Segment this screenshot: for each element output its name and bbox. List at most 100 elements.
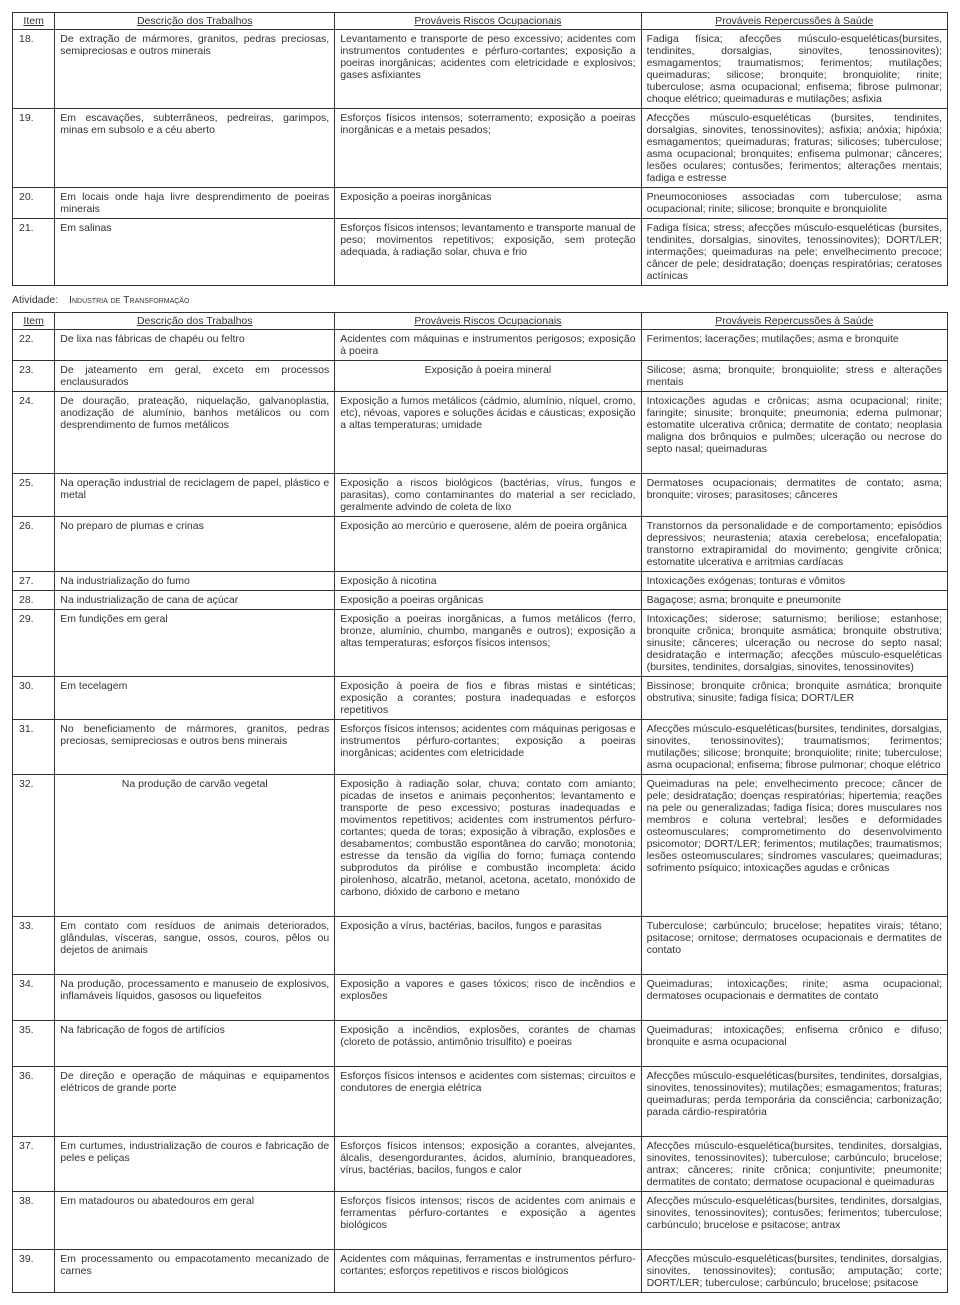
item-number: 32.	[13, 775, 55, 917]
work-description: Na produção, processamento e manuseio de…	[55, 975, 335, 1021]
table-row: 37.Em curtumes, industrialização de cour…	[13, 1137, 948, 1192]
table-row: 31.No beneficiamento de mármores, granit…	[13, 720, 948, 775]
health-repercussions: Fadiga física; afecções músculo-esquelét…	[641, 30, 947, 109]
item-number: 35.	[13, 1021, 55, 1067]
work-description: Em processamento ou empacotamento mecani…	[55, 1250, 335, 1293]
table-row: 25.Na operação industrial de reciclagem …	[13, 474, 948, 517]
table-row: 19.Em escavações, subterrâneos, pedreira…	[13, 109, 948, 188]
occupational-risks: Esforços físicos intensos; riscos de aci…	[335, 1192, 641, 1250]
table-row: 39.Em processamento ou empacotamento mec…	[13, 1250, 948, 1293]
work-description: Em locais onde haja livre desprendimento…	[55, 188, 335, 219]
table-row: 24.De douração, prateação, niquelação, g…	[13, 392, 948, 474]
occupational-risks: Esforços físicos intensos; exposição a c…	[335, 1137, 641, 1192]
header-descricao: Descrição dos Trabalhos	[55, 313, 335, 330]
item-number: 22.	[13, 330, 55, 361]
item-number: 37.	[13, 1137, 55, 1192]
health-repercussions: Queimaduras; intoxicações; rinite; asma …	[641, 975, 947, 1021]
work-description: Em fundições em geral	[55, 610, 335, 677]
health-repercussions: Ferimentos; lacerações; mutilações; asma…	[641, 330, 947, 361]
work-description: Em escavações, subterrâneos, pedreiras, …	[55, 109, 335, 188]
work-description: De jateamento em geral, exceto em proces…	[55, 361, 335, 392]
health-repercussions: Transtornos da personalidade e de compor…	[641, 517, 947, 572]
occupational-risks: Exposição à poeira mineral	[335, 361, 641, 392]
work-description: Em tecelagem	[55, 677, 335, 720]
item-number: 19.	[13, 109, 55, 188]
health-repercussions: Afecções músculo-esqueléticas(bursites, …	[641, 720, 947, 775]
occupational-risks: Exposição ao mercúrio e querosene, além …	[335, 517, 641, 572]
health-repercussions: Intoxicações exógenas; tonturas e vômito…	[641, 572, 947, 591]
health-repercussions: Afecções músculo-esqueléticas(bursites, …	[641, 1250, 947, 1293]
work-description: De extração de mármores, granitos, pedra…	[55, 30, 335, 109]
activity-section: Atividade: Indústria de Transformação	[12, 294, 948, 306]
occupational-risks: Esforços físicos intensos; levantamento …	[335, 219, 641, 286]
work-description: Em curtumes, industrialização de couros …	[55, 1137, 335, 1192]
table-row: 28.Na industrialização de cana de açúcar…	[13, 591, 948, 610]
item-number: 26.	[13, 517, 55, 572]
health-repercussions: Bagaçose; asma; bronquite e pneumonite	[641, 591, 947, 610]
health-repercussions: Afecções músculo-esqueléticas(bursites, …	[641, 1192, 947, 1250]
occupational-risks-table-1: Item Descrição dos Trabalhos Prováveis R…	[12, 12, 948, 286]
item-number: 24.	[13, 392, 55, 474]
occupational-risks: Exposição a vírus, bactérias, bacilos, f…	[335, 917, 641, 975]
item-number: 33.	[13, 917, 55, 975]
item-number: 20.	[13, 188, 55, 219]
occupational-risks: Exposição a poeiras orgânicas	[335, 591, 641, 610]
work-description: Na industrialização do fumo	[55, 572, 335, 591]
occupational-risks: Exposição a poeiras inorgânicas, a fumos…	[335, 610, 641, 677]
header-saude: Prováveis Repercussões à Saúde	[641, 13, 947, 30]
table-row: 29.Em fundições em geralExposição a poei…	[13, 610, 948, 677]
item-number: 30.	[13, 677, 55, 720]
occupational-risks-table-2: Item Descrição dos Trabalhos Prováveis R…	[12, 312, 948, 1293]
table-row: 30.Em tecelagemExposição à poeira de fio…	[13, 677, 948, 720]
occupational-risks: Exposição a incêndios, explosões, corant…	[335, 1021, 641, 1067]
table-row: 36.De direção e operação de máquinas e e…	[13, 1067, 948, 1137]
health-repercussions: Fadiga física; stress; afecções músculo-…	[641, 219, 947, 286]
table-row: 18.De extração de mármores, granitos, pe…	[13, 30, 948, 109]
occupational-risks: Exposição à nicotina	[335, 572, 641, 591]
work-description: Na fabricação de fogos de artifícios	[55, 1021, 335, 1067]
work-description: De direção e operação de máquinas e equi…	[55, 1067, 335, 1137]
health-repercussions: Intoxicações agudas e crônicas; asma ocu…	[641, 392, 947, 474]
table-row: 33.Em contato com resíduos de animais de…	[13, 917, 948, 975]
health-repercussions: Bissinose; bronquite crônica; bronquite …	[641, 677, 947, 720]
health-repercussions: Pneumoconioses associadas com tuberculos…	[641, 188, 947, 219]
item-number: 31.	[13, 720, 55, 775]
table-row: 23.De jateamento em geral, exceto em pro…	[13, 361, 948, 392]
table-row: 20.Em locais onde haja livre desprendime…	[13, 188, 948, 219]
header-riscos: Prováveis Riscos Ocupacionais	[335, 313, 641, 330]
occupational-risks: Exposição a poeiras inorgânicas	[335, 188, 641, 219]
item-number: 38.	[13, 1192, 55, 1250]
table-row: 32.Na produção de carvão vegetalExposiçã…	[13, 775, 948, 917]
health-repercussions: Queimaduras na pele; envelhecimento prec…	[641, 775, 947, 917]
health-repercussions: Queimaduras; intoxicações; enfisema crôn…	[641, 1021, 947, 1067]
occupational-risks: Exposição à radiação solar, chuva; conta…	[335, 775, 641, 917]
header-row: Item Descrição dos Trabalhos Prováveis R…	[13, 13, 948, 30]
item-number: 25.	[13, 474, 55, 517]
work-description: No beneficiamento de mármores, granitos,…	[55, 720, 335, 775]
work-description: No preparo de plumas e crinas	[55, 517, 335, 572]
work-description: Em salinas	[55, 219, 335, 286]
health-repercussions: Silicose; asma; bronquite; bronquiolite;…	[641, 361, 947, 392]
table-row: 35.Na fabricação de fogos de artifíciosE…	[13, 1021, 948, 1067]
item-number: 21.	[13, 219, 55, 286]
occupational-risks: Acidentes com máquinas, ferramentas e in…	[335, 1250, 641, 1293]
occupational-risks: Esforços físicos intensos; soterramento;…	[335, 109, 641, 188]
activity-value: Indústria de Transformação	[69, 294, 189, 306]
occupational-risks: Esforços físicos intensos e acidentes co…	[335, 1067, 641, 1137]
item-number: 39.	[13, 1250, 55, 1293]
health-repercussions: Afecções músculo-esquelética(bursites, t…	[641, 1137, 947, 1192]
health-repercussions: Dermatoses ocupacionais; dermatites de c…	[641, 474, 947, 517]
work-description: Em matadouros ou abatedouros em geral	[55, 1192, 335, 1250]
work-description: Na produção de carvão vegetal	[55, 775, 335, 917]
work-description: Na operação industrial de reciclagem de …	[55, 474, 335, 517]
header-item: Item	[13, 313, 55, 330]
table-row: 26.No preparo de plumas e crinasExposiçã…	[13, 517, 948, 572]
occupational-risks: Exposição a fumos metálicos (cádmio, alu…	[335, 392, 641, 474]
work-description: Em contato com resíduos de animais deter…	[55, 917, 335, 975]
header-saude: Prováveis Repercussões à Saúde	[641, 313, 947, 330]
header-riscos: Prováveis Riscos Ocupacionais	[335, 13, 641, 30]
item-number: 23.	[13, 361, 55, 392]
health-repercussions: Tuberculose; carbúnculo; brucelose; hepa…	[641, 917, 947, 975]
item-number: 18.	[13, 30, 55, 109]
activity-label: Atividade:	[12, 294, 58, 306]
